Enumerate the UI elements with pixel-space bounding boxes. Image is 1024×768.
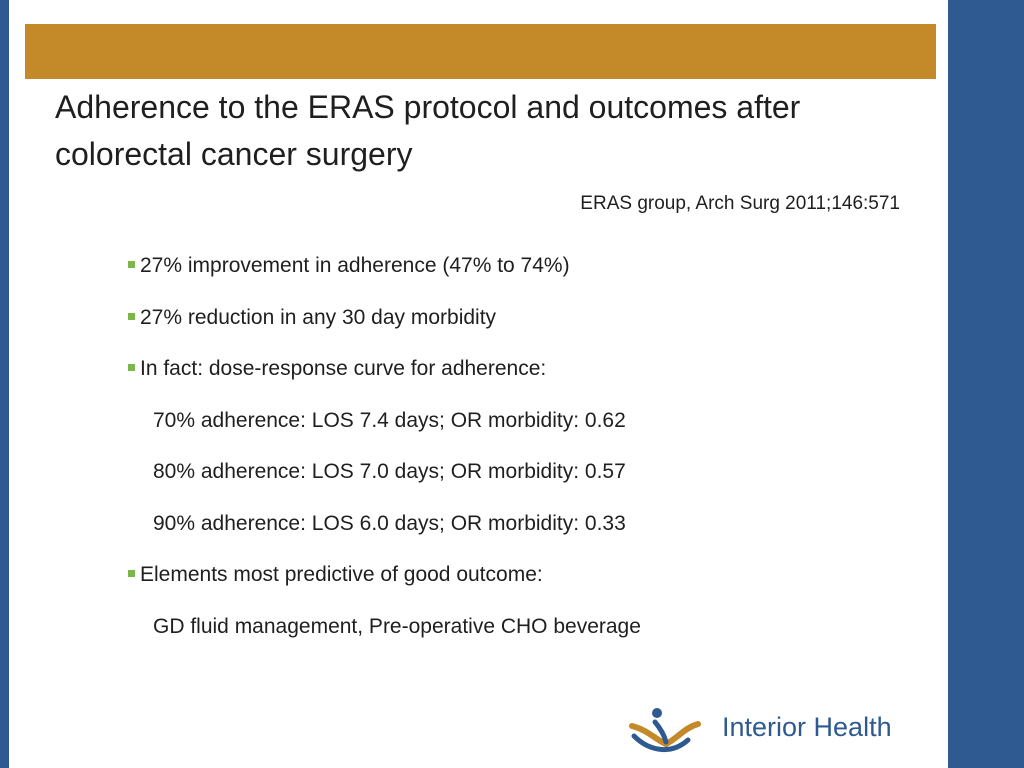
interior-health-logo: Interior Health — [626, 706, 936, 758]
list-subitem: 90% adherence: LOS 6.0 days; OR morbidit… — [128, 507, 928, 559]
bullet-text: In fact: dose-response curve for adheren… — [140, 357, 547, 380]
list-subitem: GD fluid management, Pre-operative CHO b… — [128, 610, 928, 662]
left-accent-bar — [0, 0, 9, 768]
square-bullet-icon — [128, 261, 135, 268]
list-item: 27% reduction in any 30 day morbidity — [128, 301, 928, 353]
bullet-text: 27% improvement in adherence (47% to 74%… — [140, 254, 570, 277]
citation: ERAS group, Arch Surg 2011;146:571 — [580, 193, 900, 214]
list-subitem: 80% adherence: LOS 7.0 days; OR morbidit… — [128, 455, 928, 507]
subitem-text: 90% adherence: LOS 6.0 days; OR morbidit… — [153, 511, 626, 535]
bullet-text: Elements most predictive of good outcome… — [140, 563, 543, 586]
square-bullet-icon — [128, 364, 135, 371]
bullet-text: 27% reduction in any 30 day morbidity — [140, 305, 497, 329]
interior-health-logo-icon — [629, 708, 701, 753]
subitem-text: 70% adherence: LOS 7.4 days; OR morbidit… — [153, 408, 626, 432]
list-item: In fact: dose-response curve for adheren… — [128, 352, 928, 404]
right-accent-bar — [948, 0, 1024, 768]
header-band — [25, 24, 936, 79]
list-item: Elements most predictive of good outcome… — [128, 558, 928, 610]
subitem-text: GD fluid management, Pre-operative CHO b… — [153, 614, 641, 638]
square-bullet-icon — [128, 312, 135, 320]
logo-text: Interior Health — [722, 712, 892, 742]
list-subitem: 70% adherence: LOS 7.4 days; OR morbidit… — [128, 404, 928, 456]
list-item: 27% improvement in adherence (47% to 74%… — [128, 249, 928, 301]
bullet-list: 27% improvement in adherence (47% to 74%… — [128, 249, 928, 661]
slide-title: Adherence to the ERAS protocol and outco… — [55, 89, 801, 172]
square-bullet-icon — [128, 570, 135, 577]
subitem-text: 80% adherence: LOS 7.0 days; OR morbidit… — [153, 460, 626, 483]
